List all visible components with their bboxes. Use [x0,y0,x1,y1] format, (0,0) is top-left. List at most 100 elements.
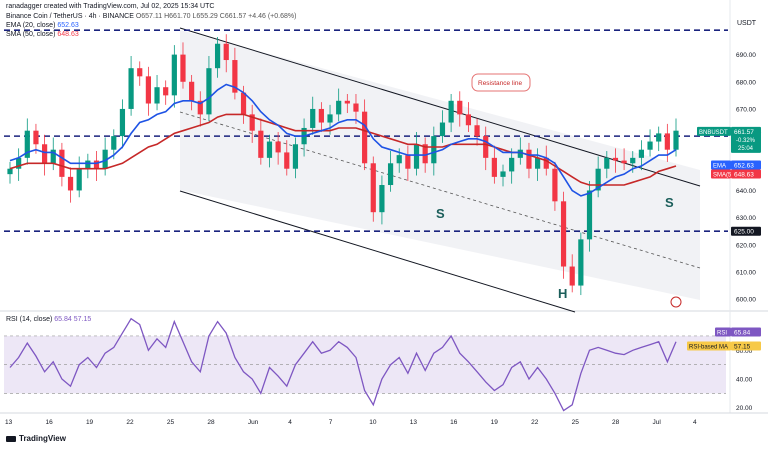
channel-support-line[interactable] [179,190,576,313]
candle-body[interactable] [344,100,350,104]
candle-body[interactable] [621,160,627,164]
rsi-line[interactable] [9,317,677,412]
candle-body[interactable] [353,103,359,112]
candle-body[interactable] [67,176,74,191]
candle-body[interactable] [543,157,549,169]
sma-50-line[interactable] [9,113,677,186]
candle-body[interactable] [552,168,558,202]
time-tick-label: 28 [207,419,215,426]
time-tick-label: 13 [410,419,418,426]
candle-body[interactable] [85,160,91,169]
candle-body[interactable] [474,125,480,137]
candle-body[interactable] [292,144,299,169]
candle-body[interactable] [379,185,385,213]
candle-body[interactable] [526,149,532,169]
candle-body[interactable] [500,171,506,177]
rsi-tag-value: 65.84 [734,330,751,337]
candle-body[interactable] [578,239,584,286]
candle-body[interactable] [413,144,420,169]
channel-midline[interactable] [179,111,701,269]
candle-body[interactable] [465,114,472,126]
candle-body[interactable] [327,114,333,123]
candle-body[interactable] [284,152,290,169]
candle-body[interactable] [483,136,489,158]
tradingview-brand[interactable]: TradingView [6,434,66,443]
candle-body[interactable] [50,149,56,164]
candle-body[interactable] [595,168,601,191]
candle-body[interactable] [509,157,515,172]
candle-body[interactable] [647,141,653,150]
candle-body[interactable] [604,157,610,169]
candle-body[interactable] [59,149,65,177]
candle-body[interactable] [145,76,151,104]
candle-body[interactable] [171,54,177,96]
candle-body[interactable] [656,133,662,142]
candle-body[interactable] [560,201,567,267]
candle-body[interactable] [119,108,126,137]
candle-body[interactable] [362,111,368,164]
candle-body[interactable] [491,157,497,177]
candle-body[interactable] [664,133,670,150]
candle-body[interactable] [638,149,645,158]
ema-legend[interactable]: EMA (20, close) 652.63 [6,22,79,30]
candle-body[interactable] [405,155,411,169]
candle-body[interactable] [189,81,195,101]
price-tick-label: 610.00 [736,269,756,276]
candle-body[interactable] [612,157,619,161]
candle-body[interactable] [258,130,264,158]
candle-body[interactable] [232,60,238,93]
candle-body[interactable] [630,157,636,164]
candle-body[interactable] [16,157,22,169]
candle-body[interactable] [439,122,446,137]
sma-legend[interactable]: SMA (50, close) 648.63 [6,31,79,39]
time-tick-label: 7 [329,419,333,426]
resistance-callout-box[interactable] [471,73,531,92]
candle-body[interactable] [569,266,575,286]
candle-body[interactable] [370,163,376,213]
candle-body[interactable] [41,144,48,164]
time-tick-label: 22 [531,419,539,426]
candle-body[interactable] [137,68,143,77]
candle-body[interactable] [586,190,593,240]
symbol-name[interactable]: Binance Coin / TetherUS · 4h · BINANCE [6,13,134,20]
price-tick-label: 630.00 [736,215,756,222]
candle-body[interactable] [457,100,463,115]
candle-body[interactable] [197,100,203,115]
candle-body[interactable] [431,136,437,164]
candle-body[interactable] [206,68,212,115]
candle-body[interactable] [448,100,454,123]
candle-body[interactable] [214,43,221,69]
candle-body[interactable] [128,68,134,109]
candle-body[interactable] [310,108,316,128]
candle-body[interactable] [111,136,117,150]
candle-body[interactable] [249,114,255,131]
candle-body[interactable] [24,130,30,158]
candle-body[interactable] [318,108,324,123]
candle-body[interactable] [102,149,108,169]
candle-body[interactable] [33,130,39,145]
candle-body[interactable] [396,155,402,164]
last-price-tag[interactable] [697,126,731,136]
rsi-legend[interactable]: RSI (14, close) 65.84 57.15 [6,316,91,324]
candle-body[interactable] [163,87,169,96]
candle-body[interactable] [93,160,100,169]
candle-body[interactable] [422,144,428,164]
candle-body[interactable] [275,141,281,153]
candle-body[interactable] [223,43,229,61]
candle-body[interactable] [673,130,679,150]
candle-body[interactable] [76,168,82,191]
candle-body[interactable] [180,54,186,82]
candle-body[interactable] [336,100,342,115]
candle-body[interactable] [387,163,394,186]
candle-body[interactable] [154,87,160,104]
candle-body[interactable] [266,141,273,158]
candle-body[interactable] [240,92,247,115]
ema-20-line[interactable] [9,83,677,197]
candle-body[interactable] [535,157,541,169]
candle-body[interactable] [7,168,13,175]
price-tick-label: 620.00 [736,242,756,249]
candle-body[interactable] [517,149,523,158]
rsi-tag-name-bg [687,341,731,351]
alert-icon[interactable] [670,296,682,308]
